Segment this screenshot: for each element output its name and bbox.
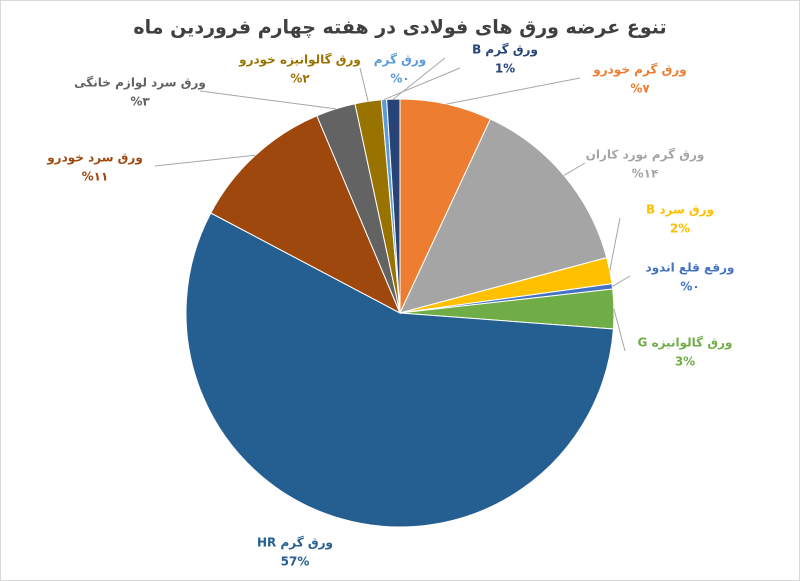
category-label: ورقع قلع اندود bbox=[646, 261, 735, 276]
leader-line bbox=[154, 154, 256, 167]
value-label: %۱۴ bbox=[632, 167, 659, 181]
pie-slice bbox=[399, 118, 608, 314]
value-label: %۳ bbox=[130, 95, 150, 109]
pie-slice bbox=[210, 115, 402, 315]
category-label: ورق گرم HR bbox=[257, 536, 333, 551]
category-label: ورق گرم bbox=[374, 53, 427, 68]
value-label: %۷ bbox=[630, 82, 650, 96]
value-label: %۱۱ bbox=[82, 170, 109, 184]
pie bbox=[185, 98, 615, 528]
labels: ورق گرم خودرو %۷ ورق گرم نورد کاران %۱۴ ورق … bbox=[46, 43, 734, 569]
pie-slice bbox=[185, 212, 614, 528]
value-label: %۰ bbox=[680, 280, 699, 294]
category-label: ورق گرم نورد کاران bbox=[586, 148, 705, 163]
category-label: ورق سرد خودرو bbox=[46, 151, 143, 166]
category-label: ورق گالوانیزه G bbox=[638, 336, 733, 351]
leader-line bbox=[383, 67, 461, 101]
leader-line bbox=[359, 67, 369, 102]
value-label: %۰ bbox=[390, 72, 409, 86]
leader-line bbox=[613, 308, 626, 352]
category-label: ورق گالوانیزه خودرو bbox=[238, 53, 361, 68]
category-label: ورق سرد لوازم خانگی bbox=[74, 76, 206, 91]
leader-line bbox=[612, 275, 631, 287]
leader-line bbox=[563, 162, 586, 176]
chart-title: تنوع عرضه ورق های فولادی در هفته چهارم ف… bbox=[133, 17, 666, 39]
value-label: %۲ bbox=[290, 72, 310, 86]
value-label: 2% bbox=[670, 222, 690, 236]
leader-line bbox=[393, 57, 446, 100]
category-label: ورق سرد B bbox=[646, 203, 714, 218]
category-label: ورق گرم B bbox=[472, 43, 538, 58]
leader-line bbox=[199, 90, 336, 110]
leader-line bbox=[609, 217, 621, 271]
value-label: 1% bbox=[495, 62, 515, 76]
pie-slice bbox=[386, 98, 401, 314]
leader-line bbox=[446, 77, 581, 105]
category-label: ورق گرم خودرو bbox=[592, 63, 686, 78]
value-label: 3% bbox=[675, 355, 695, 369]
value-label: 57% bbox=[281, 555, 310, 569]
